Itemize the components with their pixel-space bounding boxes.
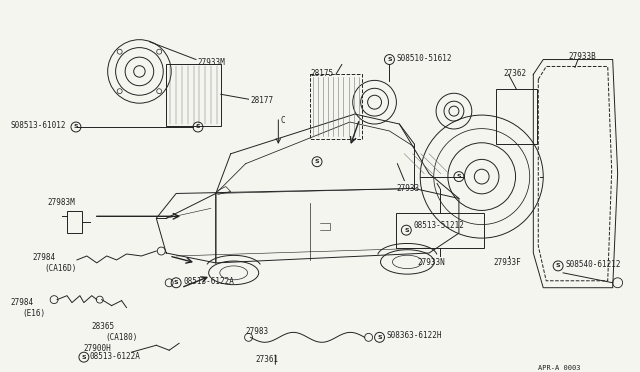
Text: S: S	[196, 125, 200, 129]
Text: S: S	[404, 228, 408, 232]
Text: 27933: 27933	[396, 183, 420, 193]
Bar	[396, 213, 484, 248]
Text: 28365: 28365	[92, 323, 115, 331]
Text: 27984: 27984	[10, 298, 33, 307]
Text: 27362: 27362	[504, 70, 527, 78]
Text: 28175: 28175	[310, 70, 333, 78]
Text: (CA180): (CA180)	[106, 333, 138, 342]
Text: 27933B: 27933B	[568, 52, 596, 61]
Text: S: S	[315, 159, 319, 164]
Text: S: S	[377, 335, 382, 340]
Text: 27933M: 27933M	[197, 58, 225, 67]
Bar	[166, 64, 221, 126]
Text: (E16): (E16)	[22, 308, 45, 318]
Text: S08363-6122H: S08363-6122H	[387, 331, 442, 340]
Text: S08510-51612: S08510-51612	[396, 54, 452, 62]
Text: 27361: 27361	[255, 355, 278, 364]
Text: 27983M: 27983M	[47, 198, 75, 208]
Text: C: C	[280, 116, 285, 125]
Bar	[495, 89, 538, 144]
Text: S: S	[456, 174, 461, 179]
Text: S08513-61012: S08513-61012	[10, 121, 66, 130]
Text: S08540-61212: S08540-61212	[565, 260, 621, 269]
Text: 27983: 27983	[246, 327, 269, 336]
Text: 28177: 28177	[250, 96, 274, 105]
Text: 27984: 27984	[32, 253, 56, 262]
Text: 27933F: 27933F	[493, 258, 522, 267]
Text: S: S	[74, 125, 78, 129]
Bar	[310, 74, 362, 139]
Text: 08513-6122A: 08513-6122A	[183, 277, 234, 286]
Text: S: S	[174, 280, 179, 285]
Text: S: S	[81, 355, 86, 360]
Text: S: S	[387, 57, 392, 62]
Text: S: S	[556, 263, 561, 268]
Text: 08513-6122A: 08513-6122A	[90, 352, 141, 361]
Text: 27933N: 27933N	[417, 258, 445, 267]
Text: (CA16D): (CA16D)	[44, 264, 77, 273]
Text: 08513-51212: 08513-51212	[413, 221, 464, 230]
Bar	[67, 211, 82, 233]
Text: APR-A 0003: APR-A 0003	[538, 365, 580, 371]
Text: 27900H: 27900H	[84, 344, 111, 353]
